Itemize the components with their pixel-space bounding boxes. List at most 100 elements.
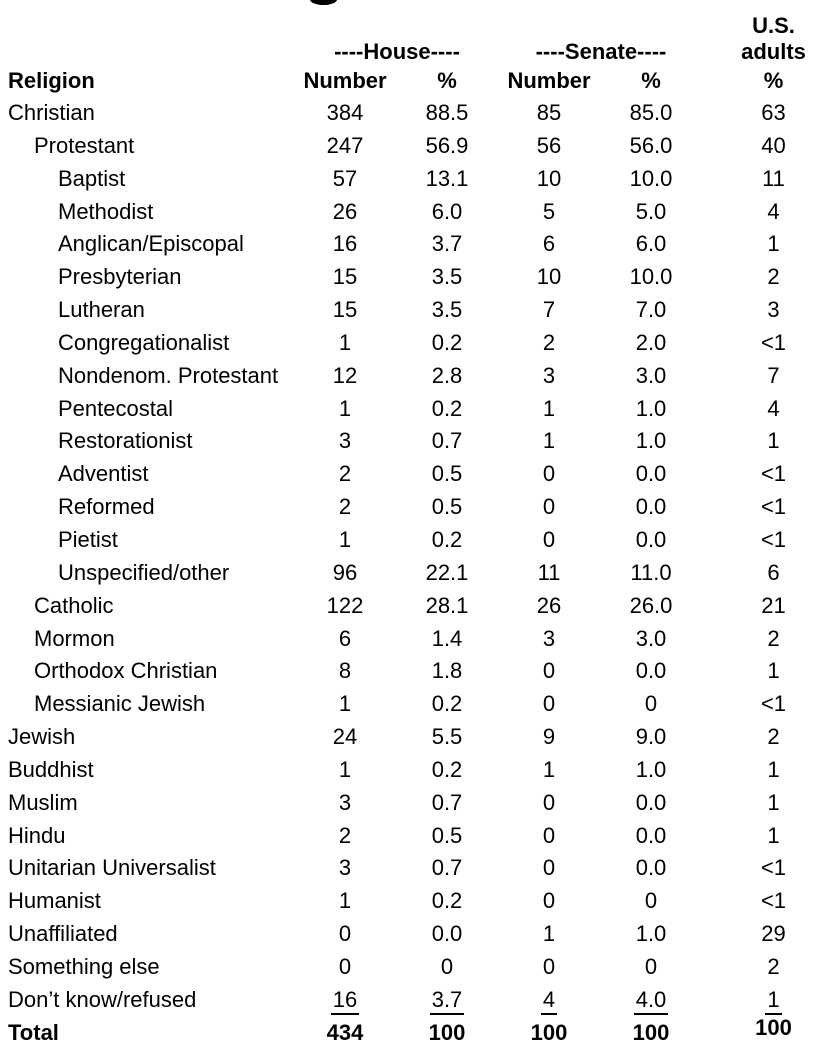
table-row: Hindu 2 0.5 0 0.0 1 bbox=[0, 820, 822, 853]
house-pct-cell: 28.1 bbox=[425, 592, 469, 618]
house-pct-cell: 0.2 bbox=[431, 888, 463, 914]
us-adults-pct-cell: 4 bbox=[767, 198, 780, 224]
table-row: Anglican/Episcopal 16 3.7 6 6.0 1 bbox=[0, 228, 822, 261]
senate-pct-cell: 6.0 bbox=[635, 231, 667, 257]
house-pct-cell: 1.8 bbox=[431, 658, 463, 684]
house-number-cell: 1 bbox=[338, 756, 352, 782]
table-row: Christian 384 88.5 85 85.0 63 bbox=[0, 97, 822, 130]
header-spacer bbox=[0, 0, 703, 38]
religion-label: Christian bbox=[8, 100, 95, 125]
religion-label: Don’t know/refused bbox=[8, 986, 197, 1012]
senate-pct-cell: 10.0 bbox=[629, 264, 673, 290]
house-pct-cell: 0.5 bbox=[431, 461, 463, 487]
house-pct-cell: 2.8 bbox=[431, 362, 463, 388]
religion-label: Messianic Jewish bbox=[34, 691, 206, 717]
house-number-cell: 1 bbox=[338, 526, 352, 552]
us-adults-pct-cell: 6 bbox=[767, 559, 780, 585]
house-number-cell: 15 bbox=[332, 297, 358, 323]
senate-number-cell: 5 bbox=[542, 198, 556, 224]
senate-pct-cell: 9.0 bbox=[635, 724, 667, 750]
us-adults-pct-cell: 3 bbox=[767, 297, 780, 323]
religion-label: Restorationist bbox=[58, 428, 193, 454]
us-adults-pct-cell: 1 bbox=[767, 231, 780, 257]
house-pct-cell: 6.0 bbox=[431, 198, 463, 224]
senate-pct-cell: 100 bbox=[632, 1019, 670, 1045]
house-group-header: ----House---- bbox=[334, 38, 460, 64]
house-number-cell: 6 bbox=[338, 625, 352, 651]
senate-pct-cell: 0 bbox=[644, 953, 658, 979]
table-header: U.S. ----House---- ----Senate---- adults… bbox=[0, 0, 822, 97]
house-number-cell: 2 bbox=[338, 461, 352, 487]
table-row: Unitarian Universalist 3 0.7 0 0.0 <1 bbox=[0, 852, 822, 885]
house-number-cell: 8 bbox=[338, 658, 352, 684]
house-pct-cell: 0.2 bbox=[431, 756, 463, 782]
house-number-cell: 15 bbox=[332, 264, 358, 290]
senate-number-cell: 9 bbox=[542, 724, 556, 750]
religion-label: Catholic bbox=[34, 592, 114, 618]
us-adults-pct-cell: 40 bbox=[761, 132, 786, 158]
senate-number-cell: 0 bbox=[542, 888, 556, 914]
religion-label: Unspecified/other bbox=[58, 559, 230, 585]
house-number-cell: 24 bbox=[332, 724, 358, 750]
us-adults-pct-cell: 29 bbox=[761, 921, 786, 947]
senate-pct-cell: 1.0 bbox=[635, 756, 667, 782]
total-row: Total 434 100 100 100 100 bbox=[0, 1015, 822, 1050]
us-adults-pct-cell: 2 bbox=[767, 625, 780, 651]
house-number-cell: 1 bbox=[338, 395, 352, 421]
religion-label: Methodist bbox=[58, 198, 154, 224]
table-row: Protestant 247 56.9 56 56.0 40 bbox=[0, 130, 822, 163]
us-adults-pct-cell: 1 bbox=[767, 789, 780, 815]
religion-label: Humanist bbox=[8, 888, 101, 914]
senate-pct-column-header: % bbox=[641, 68, 661, 93]
header-row-columns: Religion Number % Number % % bbox=[0, 65, 822, 97]
senate-number-cell: 1 bbox=[542, 428, 556, 454]
senate-number-cell: 6 bbox=[542, 231, 556, 257]
house-pct-cell: 3.5 bbox=[431, 297, 463, 323]
religion-label: Presbyterian bbox=[58, 264, 182, 290]
table-row: Reformed 2 0.5 0 0.0 <1 bbox=[0, 491, 822, 524]
senate-number-cell: 85 bbox=[536, 100, 562, 125]
house-number-cell: 1 bbox=[338, 888, 352, 914]
house-pct-cell: 3.7 bbox=[431, 231, 463, 257]
house-pct-cell: 1.4 bbox=[431, 625, 463, 651]
senate-pct-cell: 0.0 bbox=[635, 494, 667, 520]
religion-label: Unaffiliated bbox=[8, 921, 118, 947]
table-row: Adventist 2 0.5 0 0.0 <1 bbox=[0, 458, 822, 491]
house-number-cell: 1 bbox=[338, 329, 352, 355]
table-row: Humanist 1 0.2 0 0 <1 bbox=[0, 885, 822, 918]
us-adults-pct-cell: 1 bbox=[767, 658, 780, 684]
religion-label: Congregationalist bbox=[58, 329, 230, 355]
religion-label: Orthodox Christian bbox=[34, 658, 218, 684]
senate-pct-cell: 3.0 bbox=[635, 362, 667, 388]
senate-number-cell: 3 bbox=[542, 625, 556, 651]
religion-label: Anglican/Episcopal bbox=[58, 231, 244, 257]
senate-number-cell: 1 bbox=[542, 395, 556, 421]
house-pct-cell: 0.2 bbox=[431, 329, 463, 355]
religion-label: Unitarian Universalist bbox=[8, 855, 216, 881]
senate-pct-cell: 0 bbox=[644, 888, 658, 914]
house-number-cell: 3 bbox=[338, 855, 352, 881]
house-number-cell: 434 bbox=[326, 1019, 364, 1045]
senate-number-cell: 0 bbox=[542, 953, 556, 979]
senate-pct-cell: 3.0 bbox=[635, 625, 667, 651]
senate-pct-cell: 0 bbox=[644, 691, 658, 717]
senate-group-header: ----Senate---- bbox=[535, 38, 667, 64]
table-row: Restorationist 3 0.7 1 1.0 1 bbox=[0, 425, 822, 458]
us-adults-pct-column-header: % bbox=[763, 68, 784, 93]
senate-number-cell: 26 bbox=[536, 592, 562, 618]
table-row: Jewish 24 5.5 9 9.0 2 bbox=[0, 721, 822, 754]
religion-label: Muslim bbox=[8, 789, 78, 815]
religion-label: Jewish bbox=[8, 724, 76, 750]
senate-number-cell: 10 bbox=[536, 165, 562, 191]
us-adults-header-line2: adults bbox=[741, 38, 806, 64]
senate-number-cell: 0 bbox=[542, 822, 556, 848]
house-pct-cell: 0.2 bbox=[431, 395, 463, 421]
us-adults-pct-cell: <1 bbox=[760, 691, 787, 717]
table-row: Congregationalist 1 0.2 2 2.0 <1 bbox=[0, 327, 822, 360]
senate-pct-cell: 2.0 bbox=[635, 329, 667, 355]
religion-label: Protestant bbox=[34, 132, 135, 158]
religion-label: Baptist bbox=[58, 165, 126, 191]
us-adults-pct-cell: 1 bbox=[767, 428, 780, 454]
underlined-value: 16 bbox=[330, 987, 360, 1015]
